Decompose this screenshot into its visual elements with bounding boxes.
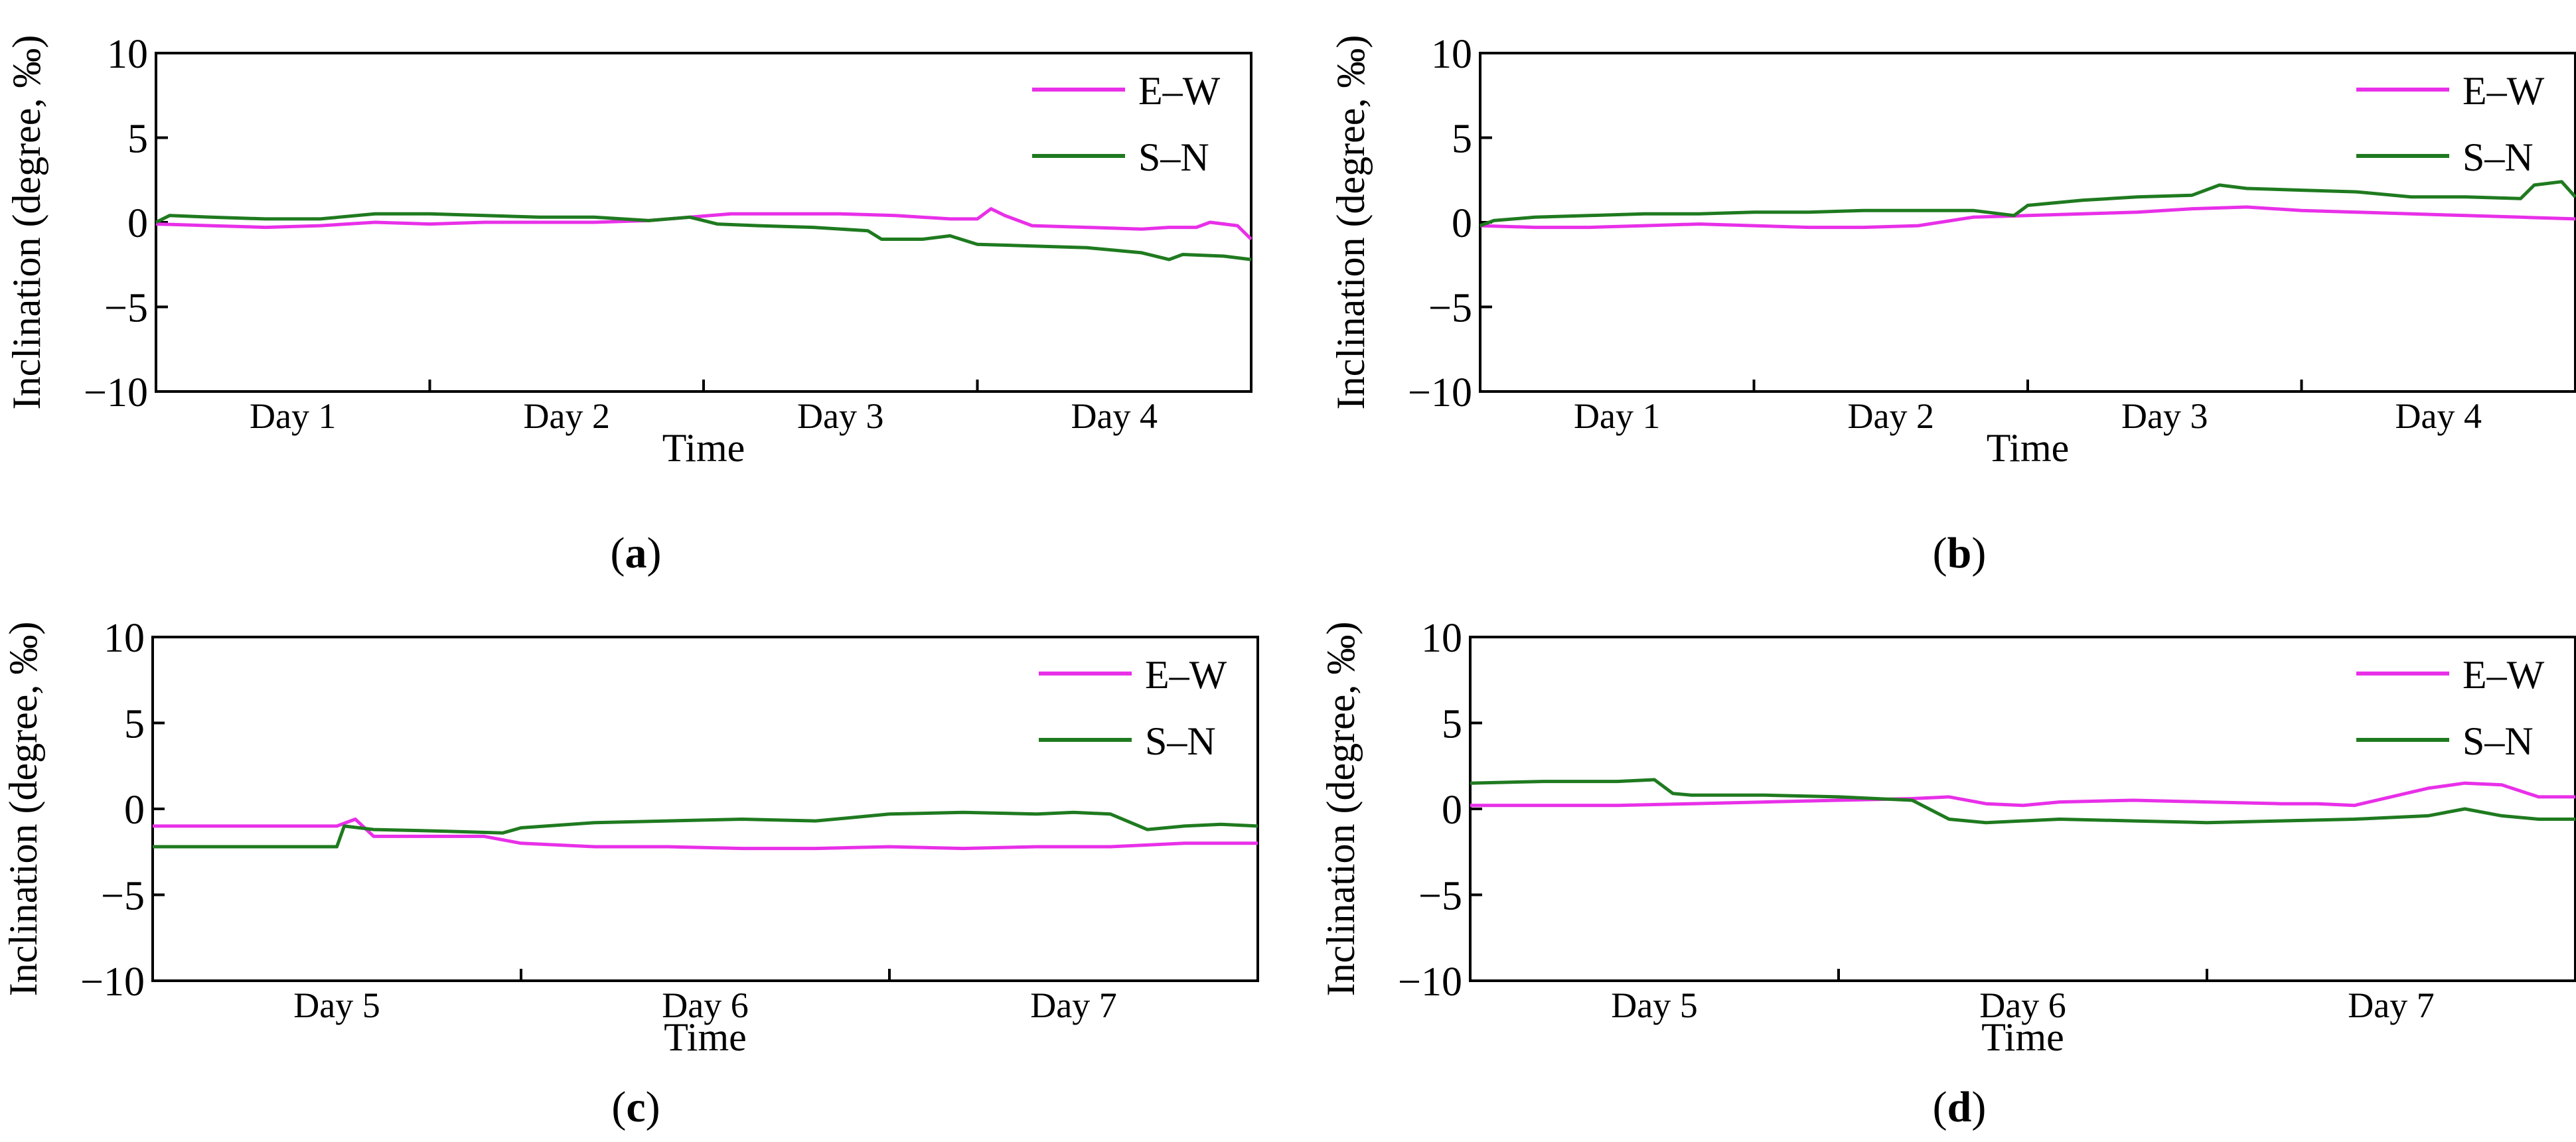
y-tick-label: 10 bbox=[107, 32, 148, 77]
plot-frame bbox=[151, 636, 1259, 982]
legend-label: E–W bbox=[2462, 653, 2545, 697]
series-line-sn bbox=[1470, 778, 2575, 825]
plot-frame bbox=[1479, 52, 2576, 393]
y-tick-label: 0 bbox=[127, 201, 148, 246]
y-axis-label: Inclination (degree, ‰) bbox=[1319, 622, 1363, 997]
x-tick-label: Day 4 bbox=[2395, 396, 2482, 436]
series-line-ew bbox=[153, 818, 1258, 851]
x-tick-label: Day 2 bbox=[1848, 396, 1934, 436]
x-axis-label: Time bbox=[662, 426, 745, 470]
y-tick-label: 10 bbox=[1431, 32, 1472, 77]
x-tick-label: Day 1 bbox=[1574, 396, 1660, 436]
y-tick-label: 5 bbox=[1452, 117, 1472, 162]
x-tick-label: Day 5 bbox=[293, 985, 380, 1025]
y-axis-label: Inclination (degree, ‰) bbox=[5, 35, 48, 410]
legend-label: S–N bbox=[1138, 135, 1209, 179]
y-tick-label: 5 bbox=[127, 117, 148, 162]
y-axis-label: Inclination (degree, ‰) bbox=[1, 622, 45, 997]
x-axis-label: Time bbox=[664, 1015, 747, 1059]
x-tick-label: Day 1 bbox=[250, 396, 336, 436]
legend-label: E–W bbox=[1138, 69, 1221, 113]
series-line-sn bbox=[1479, 180, 2576, 228]
y-tick-label: 0 bbox=[1452, 201, 1472, 246]
plot-frame bbox=[1469, 636, 2576, 982]
y-tick-label: 0 bbox=[124, 788, 145, 833]
chart-panel-d: 10 5 0 −5 −10 Day 5 Day 6 Day 7 Time Inclination … bbox=[1319, 616, 2576, 1131]
panel-label: (c) bbox=[611, 1083, 660, 1131]
y-tick-label: −10 bbox=[80, 960, 145, 1005]
y-tick-label: 0 bbox=[1442, 788, 1462, 833]
y-axis-label: Inclination (degree, ‰) bbox=[1329, 35, 1373, 410]
x-tick-label: Day 6 bbox=[1979, 985, 2066, 1025]
y-tick-label: −5 bbox=[1418, 874, 1462, 919]
x-tick-label: Day 3 bbox=[797, 396, 883, 436]
x-tick-label: Day 3 bbox=[2121, 396, 2208, 436]
x-tick-label: Day 5 bbox=[1611, 985, 1697, 1025]
chart-panel-b: 10 5 0 −5 −10 Day 1 Day 2 Day 3 Day 4 Time Inclina… bbox=[1329, 32, 2576, 577]
series-line-ew bbox=[155, 207, 1252, 241]
y-tick-label: −10 bbox=[84, 370, 148, 415]
series-line-sn bbox=[155, 212, 1252, 261]
x-tick-label: Day 4 bbox=[1071, 396, 1158, 436]
y-tick-label: −5 bbox=[101, 874, 145, 919]
y-tick-label: −10 bbox=[1398, 960, 1462, 1005]
x-tick-label: Day 2 bbox=[524, 396, 610, 436]
x-tick-label: Day 6 bbox=[662, 985, 748, 1025]
panel-label: (b) bbox=[1933, 529, 1987, 577]
y-tick-label: −10 bbox=[1408, 370, 1472, 415]
y-tick-label: −5 bbox=[104, 286, 148, 331]
x-tick-label: Day 7 bbox=[2348, 985, 2434, 1025]
chart-panel-a: 10 5 0 −5 −10 Day 1 Day 2 Day 3 Day 4 Time Inclina… bbox=[5, 32, 1252, 577]
y-tick-label: 10 bbox=[1421, 616, 1462, 661]
series-line-ew bbox=[1470, 781, 2575, 808]
series-line-ew bbox=[1479, 205, 2576, 230]
y-tick-label: 5 bbox=[124, 702, 145, 747]
legend-label: S–N bbox=[2462, 135, 2534, 179]
legend-label: S–N bbox=[2462, 719, 2534, 763]
y-tick-label: 10 bbox=[104, 616, 145, 661]
series-line-sn bbox=[153, 810, 1258, 849]
y-tick-label: 5 bbox=[1442, 702, 1462, 747]
x-tick-label: Day 7 bbox=[1030, 985, 1116, 1025]
legend-label: S–N bbox=[1145, 719, 1216, 763]
x-axis-label: Time bbox=[1987, 426, 2070, 470]
legend-label: E–W bbox=[1145, 653, 1227, 697]
x-axis-label: Time bbox=[1981, 1015, 2064, 1059]
chart-panel-c: 10 5 0 −5 −10 Day 5 Day 6 Day 7 Time Inclination … bbox=[1, 616, 1259, 1131]
panel-label: (a) bbox=[611, 529, 662, 577]
y-tick-label: −5 bbox=[1428, 286, 1472, 331]
legend-label: E–W bbox=[2462, 69, 2545, 113]
panel-label: (d) bbox=[1933, 1083, 1987, 1131]
